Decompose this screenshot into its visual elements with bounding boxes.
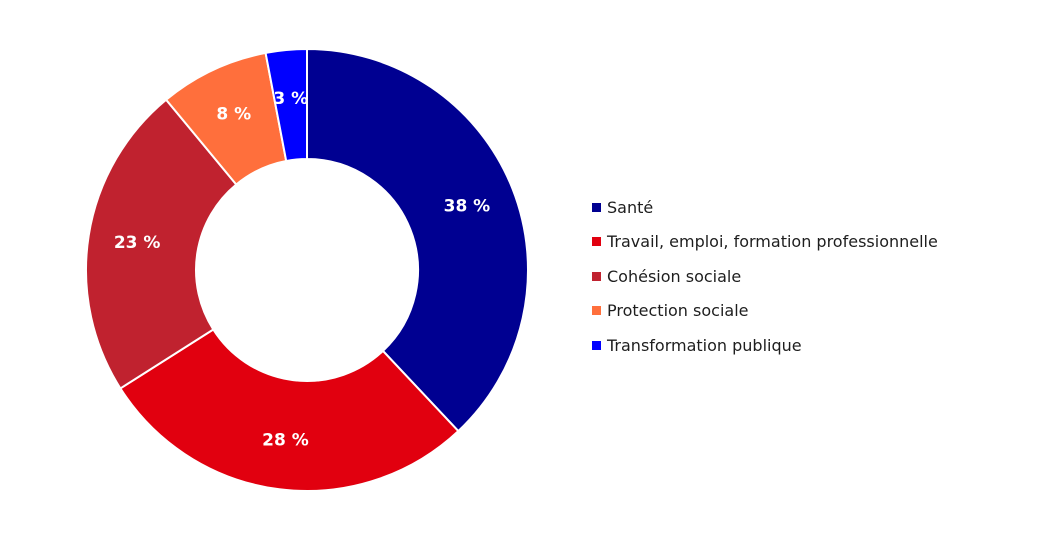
value-label-travail-emploi-formation-professionnelle: 28 % bbox=[262, 431, 309, 451]
value-label-protection-sociale: 8 % bbox=[216, 104, 251, 124]
slice-travail-emploi-formation-professionnelle bbox=[119, 328, 460, 492]
slice-transformation-publique bbox=[264, 47, 308, 163]
legend-label-protection-sociale: Protection sociale bbox=[607, 301, 749, 321]
legend-swatch-sante bbox=[592, 202, 601, 212]
value-label-cohesion-sociale: 23 % bbox=[114, 233, 161, 253]
donut-slices bbox=[85, 47, 529, 492]
value-label-sante: 38 % bbox=[444, 197, 491, 217]
legend-label-cohesion-sociale: Cohésion sociale bbox=[607, 266, 742, 286]
legend-item-transformation-publique: Transformation publique bbox=[592, 328, 938, 363]
legend-swatch-protection-sociale bbox=[592, 306, 601, 316]
legend-swatch-cohesion-sociale bbox=[592, 271, 601, 281]
legend-item-sante: Santé bbox=[592, 190, 938, 225]
chart-legend: Santé Travail, emploi, formation profess… bbox=[592, 190, 938, 363]
legend-label-transformation-publique: Transformation publique bbox=[607, 335, 802, 355]
value-label-transformation-publique: 3 % bbox=[273, 89, 308, 109]
legend-swatch-travail-emploi bbox=[592, 237, 601, 247]
slice-cohesion-sociale bbox=[85, 98, 238, 390]
legend-label-travail-emploi: Travail, emploi, formation professionnel… bbox=[607, 232, 938, 252]
legend-swatch-transformation-publique bbox=[592, 340, 601, 350]
legend-item-cohesion-sociale: Cohésion sociale bbox=[592, 259, 938, 294]
slice-sante bbox=[306, 47, 529, 433]
legend-item-protection-sociale: Protection sociale bbox=[592, 294, 938, 329]
legend-item-travail-emploi: Travail, emploi, formation professionnel… bbox=[592, 225, 938, 260]
donut-value-labels: 38 % 28 % 23 % 8 % 3 % bbox=[114, 89, 490, 451]
legend-label-sante: Santé bbox=[607, 197, 654, 217]
